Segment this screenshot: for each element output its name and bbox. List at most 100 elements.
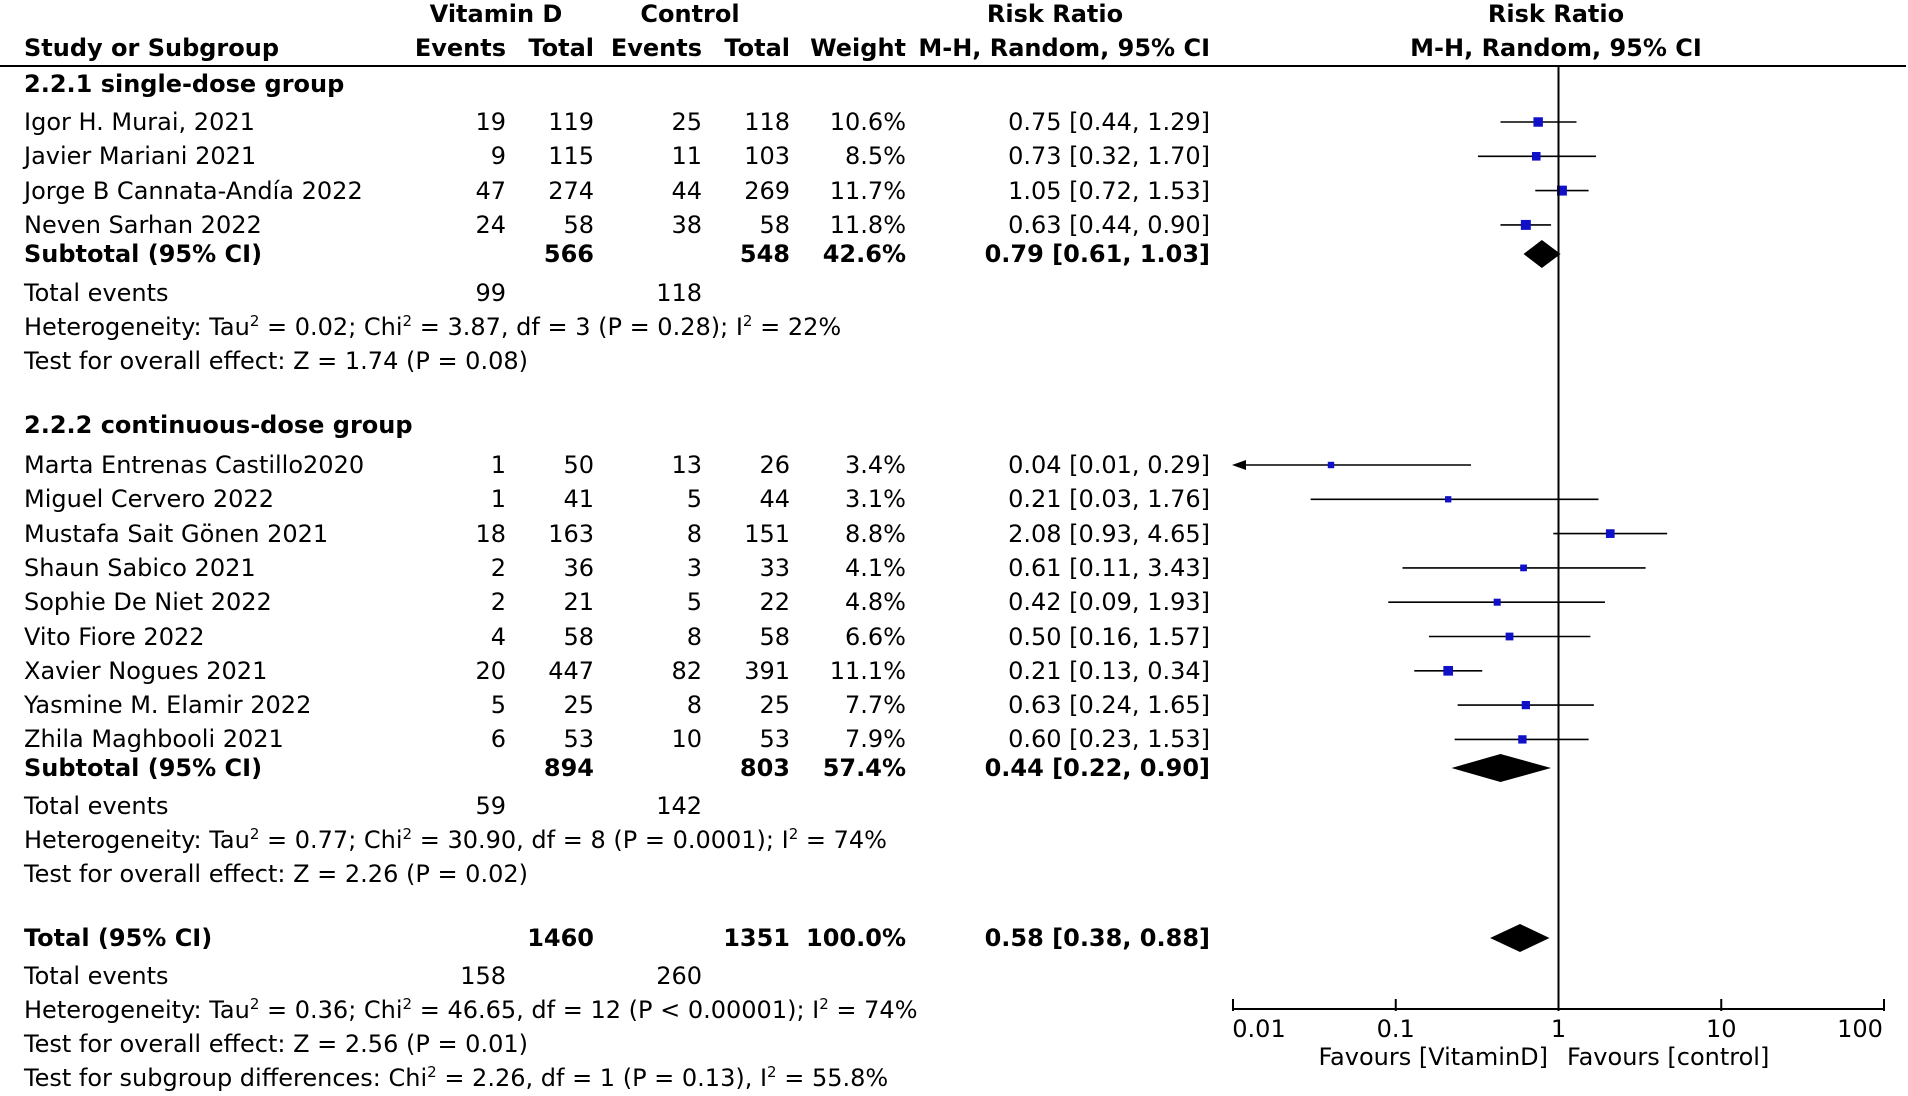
- subgroup-2-study-8-ctrl-events: 10: [671, 725, 702, 754]
- subgroup-2-study-0-marker: [1327, 461, 1335, 469]
- subgroup-differences-part-0: Test for subgroup differences: Chi: [24, 1064, 428, 1092]
- subgroup-2-study-0-vitd-total: 50: [563, 451, 594, 479]
- total-diamond: [1490, 924, 1550, 952]
- total-heterogeneity-superscript-1: 2: [249, 995, 260, 1013]
- subgroup-1-study-2-ctrl-events: 44: [671, 176, 702, 205]
- col-header-total-vitd: Total: [528, 34, 594, 62]
- total-events-vitd: 158: [460, 962, 506, 990]
- subgroup-2-study-1-name: Miguel Cervero 2022: [24, 485, 274, 514]
- subgroup-2-study-1-vitd-total: 41: [563, 485, 594, 514]
- subgroup-2-study-0-ctrl-events: 13: [671, 451, 702, 479]
- total-heterogeneity-part-0: Heterogeneity: Tau: [24, 996, 250, 1024]
- subgroup-1-overall-effect: Test for overall effect: Z = 1.74 (P = 0…: [24, 347, 528, 375]
- subgroup-2-study-5-ci: 0.50 [0.16, 1.57]: [1008, 622, 1210, 651]
- subgroup-1-heterogeneity-part-6: = 22%: [752, 313, 842, 341]
- subgroup-1-heterogeneity-part-2: = 0.02; Chi: [259, 313, 403, 341]
- subgroup-2-subtotal-label: Subtotal (95% CI): [24, 754, 263, 782]
- subgroup-1-study-0-name: Igor H. Murai, 2021: [24, 108, 255, 136]
- subgroup-2-events-ctrl: 142: [656, 792, 702, 820]
- subgroup-2-heterogeneity-superscript-1: 2: [249, 825, 260, 843]
- subgroup-2-study-7-marker: [1521, 700, 1530, 710]
- subgroup-2-study-4-marker: [1493, 598, 1501, 606]
- total-vitd-total: 1460: [527, 924, 594, 952]
- favours-right-label: Favours [control]: [1567, 1043, 1770, 1071]
- header-vitamin-d: Vitamin D: [429, 0, 563, 28]
- total-weight: 100.0%: [806, 924, 906, 952]
- total-ci: 0.58 [0.38, 0.88]: [984, 924, 1210, 952]
- col-header-study: Study or Subgroup: [24, 34, 280, 62]
- subgroup-2-study-7-ctrl-events: 8: [686, 691, 702, 720]
- subgroup-1-study-0-ctrl-total: 118: [744, 108, 790, 136]
- subgroup-1-study-1-vitd-events: 9: [490, 142, 506, 171]
- subgroup-2-subtotal-vitd-total: 894: [543, 754, 594, 782]
- subgroup-2-study-7-weight: 7.7%: [845, 691, 906, 720]
- subgroup-2-study-2-ctrl-events: 8: [686, 519, 702, 548]
- subgroup-2-study-5-weight: 6.6%: [845, 622, 906, 651]
- subgroup-2-study-3-ctrl-total: 33: [759, 553, 790, 582]
- subgroup-differences-part-4: = 55.8%: [776, 1064, 889, 1092]
- subgroup-2-study-5-vitd-total: 58: [563, 622, 594, 651]
- subgroup-2-study-1-vitd-events: 1: [490, 485, 506, 514]
- subgroup-2-study-0-vitd-events: 1: [490, 451, 506, 479]
- favours-left-label: Favours [VitaminD]: [1318, 1043, 1548, 1071]
- subgroup-2-heterogeneity-part-6: = 74%: [798, 826, 887, 854]
- subgroup-1-study-3-name: Neven Sarhan 2022: [24, 210, 262, 239]
- subgroup-2-study-2-weight: 8.8%: [845, 519, 906, 548]
- subgroup-2-study-1-marker: [1445, 496, 1452, 503]
- total-heterogeneity-superscript-3: 2: [402, 995, 413, 1013]
- subgroup-2-study-4-ctrl-total: 22: [759, 588, 790, 617]
- subgroup-1-study-0-ctrl-events: 25: [671, 108, 702, 136]
- total-heterogeneity: Heterogeneity: Tau2 = 0.36; Chi2 = 46.65…: [24, 996, 918, 1024]
- subgroup-1-study-3-ctrl-events: 38: [671, 210, 702, 239]
- subgroup-differences: Test for subgroup differences: Chi2 = 2.…: [24, 1064, 888, 1092]
- subgroup-2-study-0-ci-arrow: [1232, 460, 1246, 470]
- subgroup-2-study-7-name: Yasmine M. Elamir 2022: [24, 691, 312, 720]
- subgroup-1-study-1-name: Javier Mariani 2021: [24, 142, 257, 171]
- subgroup-1-study-3-weight: 11.8%: [829, 210, 906, 239]
- subgroup-1-study-1-ctrl-total: 103: [744, 142, 790, 171]
- subgroup-2-study-0-weight: 3.4%: [845, 451, 906, 479]
- subgroup-differences-superscript-1: 2: [427, 1063, 437, 1081]
- subgroup-1-subtotal-ctrl-total: 548: [739, 240, 790, 268]
- subgroup-2-study-4-ctrl-events: 5: [686, 588, 702, 617]
- subgroup-2-study-1-ci: 0.21 [0.03, 1.76]: [1008, 485, 1210, 514]
- col-header-method: M-H, Random, 95% CI: [918, 34, 1210, 62]
- subgroup-2-study-0-ctrl-total: 26: [759, 451, 790, 479]
- subgroup-1-study-2-ci: 1.05 [0.72, 1.53]: [1008, 176, 1210, 205]
- subgroup-2-study-2-name: Mustafa Sait Gönen 2021: [24, 519, 329, 548]
- subgroup-2-subtotal-diamond: [1451, 754, 1552, 782]
- subgroup-2-study-7-ctrl-total: 25: [759, 691, 790, 720]
- subgroup-2-study-6-ci: 0.21 [0.13, 0.34]: [1008, 656, 1210, 685]
- subgroup-1-study-0-weight: 10.6%: [829, 108, 906, 136]
- total-heterogeneity-superscript-5: 2: [819, 995, 829, 1013]
- subgroup-2-heterogeneity-part-2: = 0.77; Chi: [259, 826, 403, 854]
- subgroup-1-study-2-ctrl-total: 269: [744, 176, 790, 205]
- subgroup-2-events-label: Total events: [24, 792, 169, 820]
- x-tick-label-0: 0.01: [1232, 1015, 1286, 1043]
- subgroup-2-study-8-marker: [1518, 735, 1527, 744]
- subgroup-1-study-3-ctrl-total: 58: [759, 210, 790, 239]
- subgroup-2-heterogeneity: Heterogeneity: Tau2 = 0.77; Chi2 = 30.90…: [24, 826, 887, 854]
- header-risk-ratio: Risk Ratio: [986, 0, 1124, 28]
- subgroup-2-heterogeneity-part-0: Heterogeneity: Tau: [24, 826, 250, 854]
- total-overall-effect: Test for overall effect: Z = 2.56 (P = 0…: [24, 1030, 528, 1058]
- header-control: Control: [640, 0, 740, 28]
- subgroup-2-study-7-vitd-events: 5: [490, 691, 506, 720]
- subgroup-1-events-ctrl: 118: [656, 279, 702, 307]
- subgroup-2-study-3-marker: [1520, 564, 1527, 572]
- subgroup-2-study-6-ctrl-events: 82: [671, 656, 702, 685]
- subgroup-1-title: 2.2.1 single-dose group: [24, 70, 345, 98]
- total-events-ctrl: 260: [656, 962, 702, 990]
- subgroup-2-study-6-vitd-events: 20: [475, 656, 506, 685]
- subgroup-2-study-5-ctrl-total: 58: [759, 622, 790, 651]
- subgroup-1-study-0-vitd-total: 119: [548, 108, 594, 136]
- header-plot-risk-ratio: Risk Ratio: [1487, 0, 1625, 28]
- subgroup-1-study-3-vitd-events: 24: [475, 210, 506, 239]
- subgroup-2-study-3-name: Shaun Sabico 2021: [24, 553, 256, 582]
- subgroup-2-heterogeneity-part-4: = 30.90, df = 8 (P = 0.0001); I: [412, 826, 789, 854]
- subgroup-2-study-3-ctrl-events: 3: [686, 553, 702, 582]
- total-heterogeneity-part-4: = 46.65, df = 12 (P < 0.00001); I: [412, 996, 820, 1024]
- subgroup-2-study-8-name: Zhila Maghbooli 2021: [24, 725, 284, 754]
